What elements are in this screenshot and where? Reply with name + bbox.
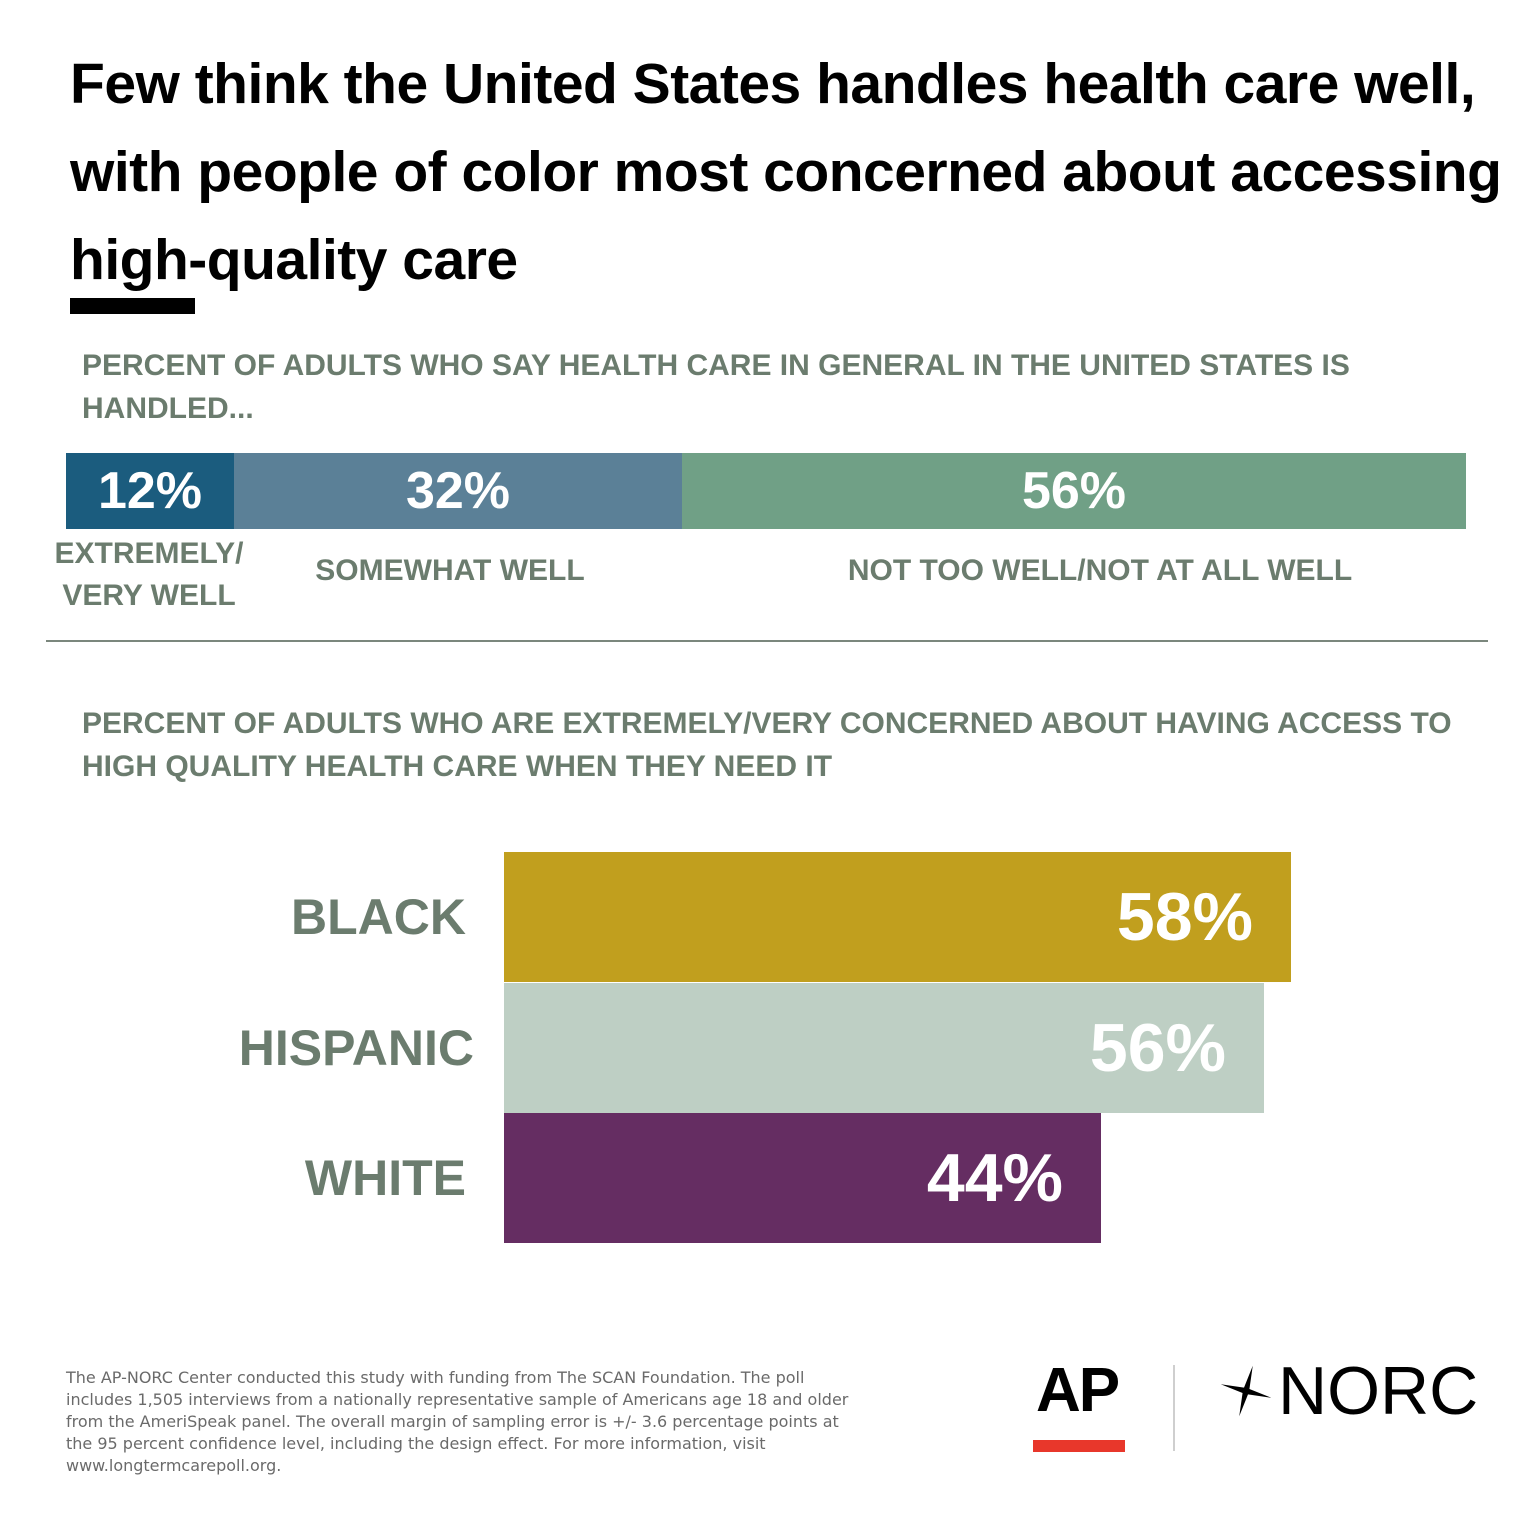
bar-black [504,852,1291,982]
bar-hispanic [504,983,1264,1113]
chart2-subtitle: PERCENT OF ADULTS WHO ARE EXTREMELY/VERY… [82,707,1452,783]
bar-category-label: HISPANIC [238,1020,474,1076]
stacked-segment-2: 32% [234,453,682,529]
segment-category-label: EXTREMELY/ VERY WELL [54,537,244,612]
bar-value-label: 44% [926,1140,1063,1216]
chart1-subtitle: PERCENT OF ADULTS WHO SAY HEALTH CARE IN… [82,349,1350,425]
bar-value-label: 58% [1116,879,1253,955]
stacked-segment-3: 56% [682,453,1466,529]
ap-logo: AP [1036,1356,1120,1425]
segment-category-label: SOMEWHAT WELL [315,554,585,587]
norc-logo-text: NORC [1278,1353,1479,1429]
segment-value-label: 32% [405,462,511,520]
bar-category-label: BLACK [291,889,466,945]
page-title: Few think the United States handles heal… [70,52,1502,292]
norc-star-icon [1220,1365,1272,1417]
norc-logo: NORC [1218,1352,1478,1430]
segment-value-label: 56% [1021,462,1127,520]
title-underline [70,298,195,314]
segment-category-label: NOT TOO WELL/NOT AT ALL WELL [847,554,1353,587]
bar-value-label: 56% [1089,1010,1226,1086]
bar-white [504,1113,1101,1243]
stacked-segment-1: 12% [66,453,234,529]
methodology-footnote: The AP-NORC Center conducted this study … [66,1368,849,1475]
section-divider [46,640,1488,642]
logo-separator [1173,1365,1175,1451]
bar-category-label: WHITE [304,1150,466,1206]
ap-logo-accent [1033,1440,1125,1452]
segment-value-label: 12% [97,462,203,520]
